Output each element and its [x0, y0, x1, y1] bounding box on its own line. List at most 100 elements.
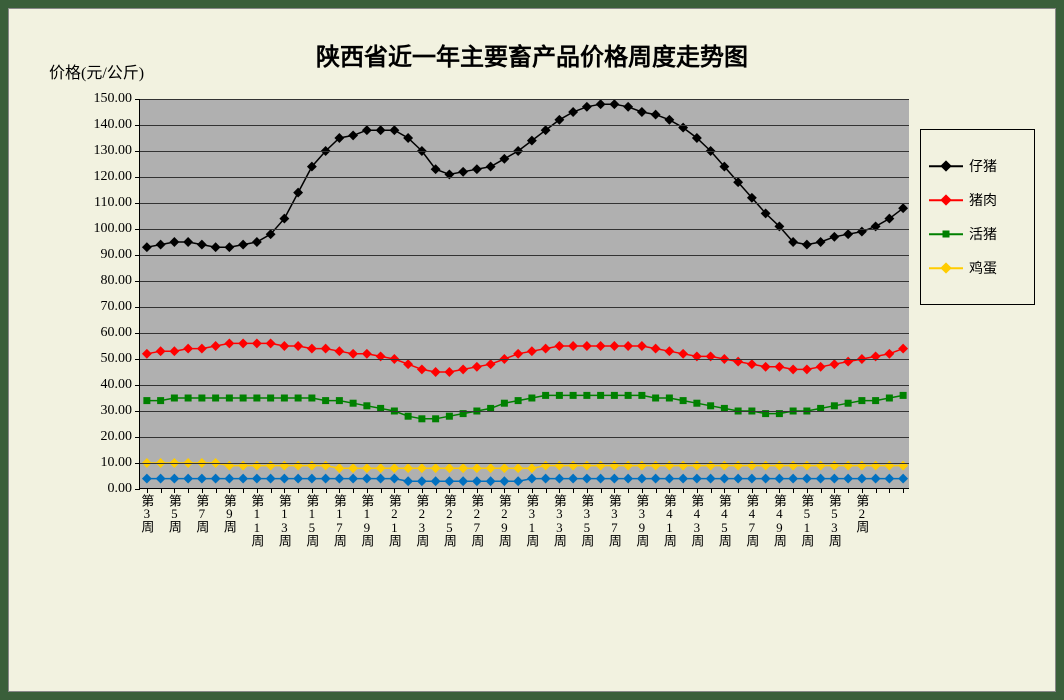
series-marker — [582, 102, 592, 112]
series-marker — [307, 474, 317, 484]
x-tick-mark — [408, 488, 409, 493]
x-tick-mark — [394, 488, 395, 493]
series-marker — [266, 474, 276, 484]
x-tick-label: 第13周 — [275, 494, 294, 546]
y-tick-mark — [135, 281, 140, 282]
series-marker — [238, 240, 248, 250]
x-tick-mark — [559, 488, 560, 493]
y-axis-label: 价格(元/公斤) — [49, 59, 144, 83]
legend-item: 鸡蛋 — [929, 258, 1026, 278]
series-marker — [664, 474, 674, 484]
series-marker — [295, 395, 302, 402]
series-marker — [226, 395, 233, 402]
series-marker — [472, 463, 482, 473]
series-marker — [486, 463, 496, 473]
series-marker — [570, 392, 577, 399]
series-marker — [185, 395, 192, 402]
grid-line — [140, 385, 909, 386]
y-tick-label: 40.00 — [101, 377, 133, 393]
y-tick-mark — [135, 229, 140, 230]
series-marker — [829, 474, 839, 484]
series-marker — [293, 341, 303, 351]
series-marker — [444, 476, 454, 486]
x-tick-label: 第21周 — [385, 494, 404, 546]
series-marker — [637, 474, 647, 484]
series-marker — [831, 402, 838, 409]
series-marker — [802, 240, 812, 250]
series-marker — [501, 400, 508, 407]
series-marker — [582, 474, 592, 484]
legend-item: 猪肉 — [929, 190, 1026, 210]
series-marker — [583, 392, 590, 399]
series-marker — [843, 474, 853, 484]
x-tick-mark — [614, 488, 615, 493]
x-tick-label: 第53周 — [825, 494, 844, 546]
y-tick-mark — [135, 99, 140, 100]
series-marker — [389, 463, 399, 473]
grid-line — [140, 411, 909, 412]
series-marker — [637, 107, 647, 117]
x-tick-mark — [216, 488, 217, 493]
series-marker — [156, 240, 166, 250]
y-tick-mark — [135, 333, 140, 334]
x-tick-mark — [669, 488, 670, 493]
x-tick-mark — [848, 488, 849, 493]
x-tick-mark — [821, 488, 822, 493]
series-marker — [403, 463, 413, 473]
x-tick-label: 第31周 — [522, 494, 541, 546]
series-marker — [169, 346, 179, 356]
series-marker — [281, 395, 288, 402]
series-marker — [761, 362, 771, 372]
series-marker — [568, 341, 578, 351]
series-marker — [596, 474, 606, 484]
series-marker — [568, 107, 578, 117]
legend-label: 仔猪 — [969, 156, 997, 176]
series-marker — [486, 359, 496, 369]
y-tick-label: 120.00 — [94, 169, 133, 185]
y-tick-mark — [135, 411, 140, 412]
y-tick-mark — [135, 151, 140, 152]
series-marker — [486, 476, 496, 486]
x-tick-mark — [243, 488, 244, 493]
series-marker — [198, 395, 205, 402]
series-marker — [224, 242, 234, 252]
series-marker — [334, 346, 344, 356]
series-marker — [348, 474, 358, 484]
series-marker — [664, 346, 674, 356]
series-marker — [542, 392, 549, 399]
series-marker — [816, 474, 826, 484]
x-tick-mark — [381, 488, 382, 493]
x-tick-label: 第29周 — [495, 494, 514, 546]
x-tick-label: 第15周 — [302, 494, 321, 546]
x-tick-mark — [147, 488, 148, 493]
x-tick-label: 第19周 — [357, 494, 376, 546]
series-marker — [596, 341, 606, 351]
series-marker — [142, 242, 152, 252]
x-tick-label: 第7周 — [192, 494, 211, 532]
series-marker — [279, 341, 289, 351]
grid-line — [140, 177, 909, 178]
series-marker — [638, 392, 645, 399]
series-marker — [761, 474, 771, 484]
series-marker — [843, 229, 853, 239]
y-tick-mark — [135, 359, 140, 360]
series-marker — [403, 359, 413, 369]
series-marker — [900, 392, 907, 399]
y-tick-label: 130.00 — [94, 143, 133, 159]
series-marker — [334, 463, 344, 473]
series-marker — [362, 349, 372, 359]
y-tick-label: 50.00 — [101, 351, 133, 367]
series-marker — [802, 474, 812, 484]
y-tick-mark — [135, 125, 140, 126]
series-marker — [253, 395, 260, 402]
series-marker — [142, 474, 152, 484]
series-marker — [142, 349, 152, 359]
x-tick-mark — [353, 488, 354, 493]
series-line — [147, 343, 903, 372]
y-tick-label: 150.00 — [94, 91, 133, 107]
series-marker — [211, 474, 221, 484]
x-tick-label: 第47周 — [742, 494, 761, 546]
legend: 仔猪猪肉活猪鸡蛋 — [920, 129, 1035, 305]
y-tick-label: 70.00 — [101, 299, 133, 315]
x-tick-mark — [862, 488, 863, 493]
